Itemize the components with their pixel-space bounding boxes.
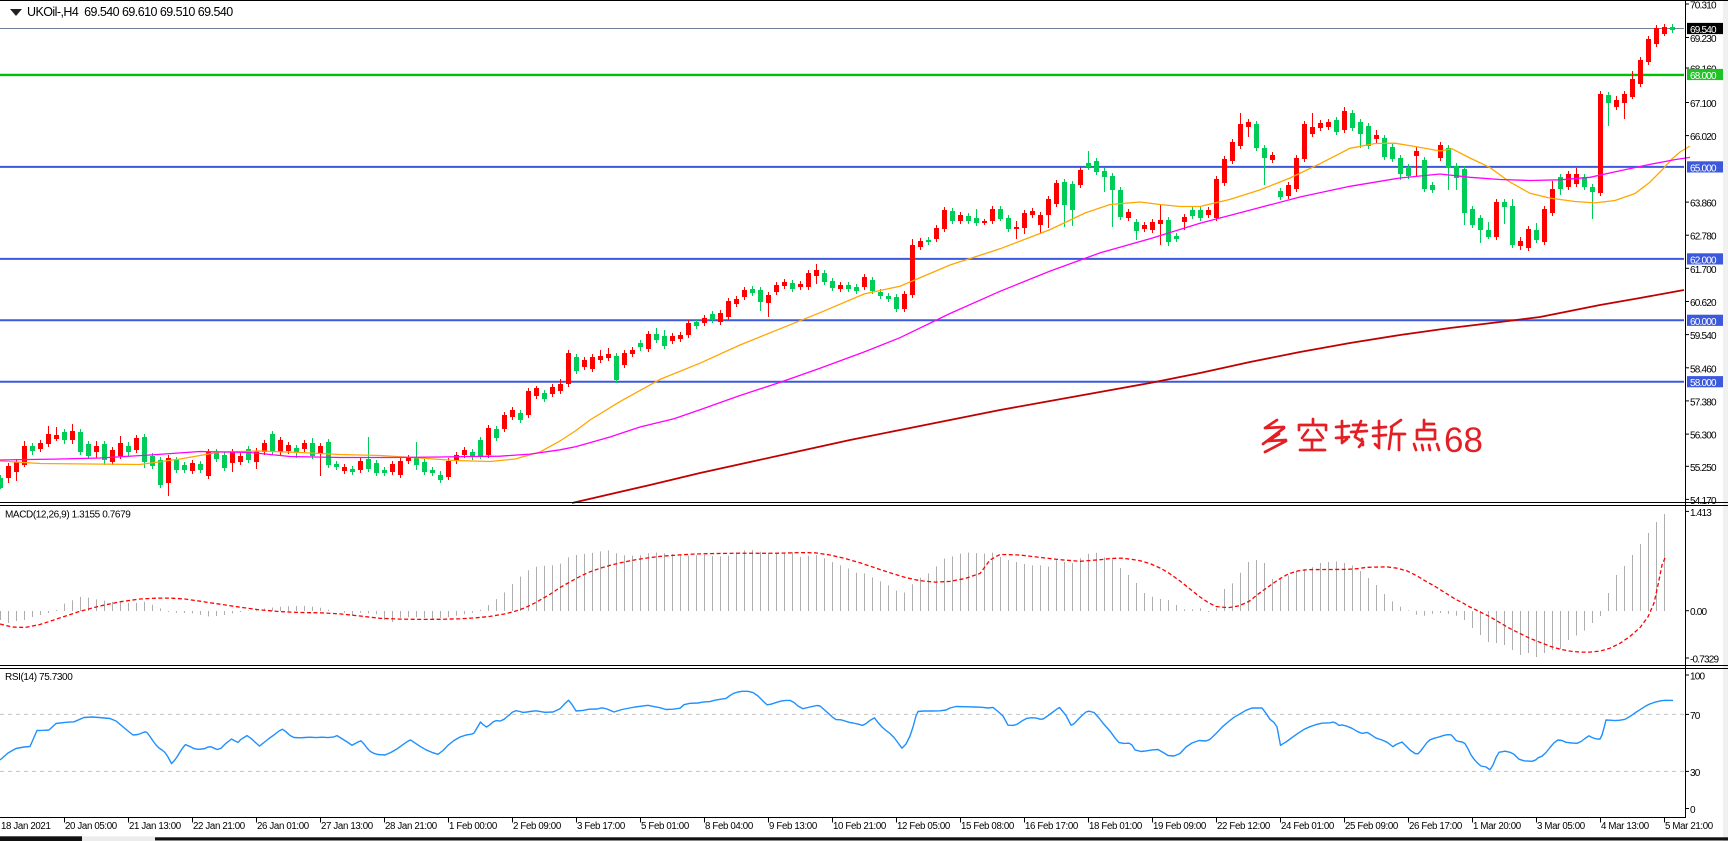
svg-text:59.540: 59.540 [1690, 331, 1717, 342]
svg-text:15 Feb 08:00: 15 Feb 08:00 [961, 821, 1015, 832]
svg-text:1 Mar 20:00: 1 Mar 20:00 [1473, 821, 1522, 832]
svg-text:18 Jan 2021: 18 Jan 2021 [1, 821, 50, 832]
svg-text:26 Feb 17:00: 26 Feb 17:00 [1409, 821, 1463, 832]
svg-text:19 Feb 09:00: 19 Feb 09:00 [1153, 821, 1207, 832]
svg-text:9 Feb 13:00: 9 Feb 13:00 [769, 821, 818, 832]
svg-text:22 Jan 21:00: 22 Jan 21:00 [193, 821, 246, 832]
svg-text:UKOil-,H4 69.540 69.610 69.51: UKOil-,H4 69.540 69.610 69.510 69.540 [27, 5, 233, 19]
svg-text:55.250: 55.250 [1690, 463, 1717, 474]
svg-text:12 Feb 05:00: 12 Feb 05:00 [897, 821, 951, 832]
svg-text:27 Jan 13:00: 27 Jan 13:00 [321, 821, 374, 832]
svg-text:28 Jan 21:00: 28 Jan 21:00 [385, 821, 438, 832]
svg-text:56.300: 56.300 [1690, 431, 1717, 442]
svg-text:62.000: 62.000 [1690, 255, 1717, 266]
svg-text:25 Feb 09:00: 25 Feb 09:00 [1345, 821, 1399, 832]
svg-text:24 Feb 01:00: 24 Feb 01:00 [1281, 821, 1335, 832]
svg-text:MACD(12,26,9) 1.3155 0.7679: MACD(12,26,9) 1.3155 0.7679 [5, 510, 131, 521]
svg-text:60.620: 60.620 [1690, 298, 1717, 309]
svg-text:5 Feb 01:00: 5 Feb 01:00 [641, 821, 690, 832]
svg-text:8 Feb 04:00: 8 Feb 04:00 [705, 821, 754, 832]
svg-text:63.860: 63.860 [1690, 199, 1717, 210]
svg-text:4 Mar 13:00: 4 Mar 13:00 [1601, 821, 1650, 832]
svg-text:70.310: 70.310 [1690, 1, 1717, 12]
svg-text:10 Feb 21:00: 10 Feb 21:00 [833, 821, 887, 832]
svg-text:65.000: 65.000 [1690, 163, 1717, 174]
svg-text:22 Feb 12:00: 22 Feb 12:00 [1217, 821, 1271, 832]
svg-text:3 Mar 05:00: 3 Mar 05:00 [1537, 821, 1586, 832]
svg-text:60.000: 60.000 [1690, 317, 1717, 328]
svg-text:69.540: 69.540 [1690, 25, 1717, 36]
svg-text:61.700: 61.700 [1690, 265, 1717, 276]
svg-text:2 Feb 09:00: 2 Feb 09:00 [513, 821, 562, 832]
svg-text:0.00: 0.00 [1690, 607, 1708, 618]
svg-text:0: 0 [1690, 805, 1696, 816]
svg-text:5 Mar 21:00: 5 Mar 21:00 [1665, 821, 1714, 832]
svg-text:16 Feb 17:00: 16 Feb 17:00 [1025, 821, 1079, 832]
svg-text:18 Feb 01:00: 18 Feb 01:00 [1089, 821, 1143, 832]
svg-text:68: 68 [1444, 421, 1483, 460]
svg-text:67.100: 67.100 [1690, 99, 1717, 110]
svg-text:26 Jan 01:00: 26 Jan 01:00 [257, 821, 310, 832]
svg-text:30: 30 [1690, 768, 1701, 779]
svg-text:RSI(14) 75.7300: RSI(14) 75.7300 [5, 672, 73, 683]
svg-text:1 Feb 00:00: 1 Feb 00:00 [449, 821, 498, 832]
svg-text:57.380: 57.380 [1690, 397, 1717, 408]
svg-text:3 Feb 17:00: 3 Feb 17:00 [577, 821, 626, 832]
svg-text:58.000: 58.000 [1690, 378, 1717, 389]
svg-text:62.780: 62.780 [1690, 232, 1717, 243]
svg-text:54.170: 54.170 [1690, 496, 1717, 507]
svg-text:-0.7329: -0.7329 [1690, 655, 1720, 666]
svg-text:70: 70 [1690, 711, 1701, 722]
svg-text:69.230: 69.230 [1690, 34, 1717, 45]
svg-text:20 Jan 05:00: 20 Jan 05:00 [65, 821, 118, 832]
svg-text:21 Jan 13:00: 21 Jan 13:00 [129, 821, 182, 832]
svg-text:58.460: 58.460 [1690, 364, 1717, 375]
svg-text:1.413: 1.413 [1690, 508, 1712, 519]
svg-text:68.000: 68.000 [1690, 71, 1717, 82]
svg-text:66.020: 66.020 [1690, 132, 1717, 143]
svg-text:100: 100 [1690, 672, 1706, 683]
